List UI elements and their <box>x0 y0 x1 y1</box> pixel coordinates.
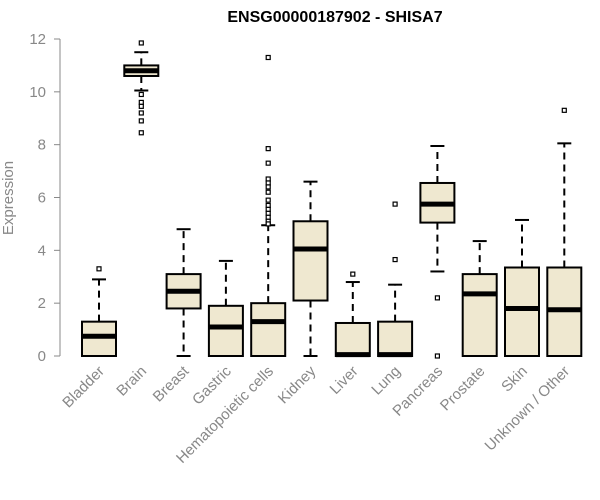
x-tick-label: Skin <box>498 363 531 396</box>
box-group <box>123 40 160 136</box>
x-tick-label: Liver <box>327 363 362 398</box>
box <box>81 320 117 357</box>
outlier-point <box>350 271 356 277</box>
box-group <box>461 240 498 358</box>
outlier-point <box>96 266 102 272</box>
x-tick-label: Breast <box>150 362 193 405</box>
y-axis-label: Expression <box>0 161 17 235</box>
outlier-point <box>138 103 144 109</box>
box <box>292 220 329 302</box>
y-tick-label: 8 <box>38 137 46 154</box>
y-axis: 0 2 4 6 8 10 12 <box>29 31 61 365</box>
x-tick-label: Brain <box>113 363 150 400</box>
box <box>207 304 244 357</box>
y-tick-label: 0 <box>38 348 46 365</box>
y-tick-label: 10 <box>29 84 46 101</box>
chart-title: ENSG00000187902 - SHISA7 <box>227 9 442 26</box>
y-tick-label: 4 <box>38 242 46 259</box>
box <box>334 321 371 357</box>
box-group <box>165 228 202 357</box>
outlier-point <box>434 295 440 301</box>
box-group <box>504 218 540 358</box>
box-group <box>419 144 456 359</box>
box <box>250 302 287 357</box>
outlier-point <box>434 353 440 359</box>
outlier-point <box>392 256 398 263</box>
outlier-point <box>561 107 567 113</box>
outlier-point <box>138 118 144 124</box>
outlier-point <box>265 189 271 195</box>
x-tick-label: Lung <box>368 363 404 399</box>
box-group <box>546 107 583 358</box>
box-group <box>81 266 117 357</box>
box-group <box>207 259 244 357</box>
outlier-point <box>265 221 271 227</box>
outlier-point <box>138 110 144 116</box>
outlier-point <box>265 184 271 190</box>
outlier-point <box>138 40 144 46</box>
box-group <box>292 180 329 357</box>
y-tick-label: 2 <box>38 295 46 312</box>
box-group <box>334 271 371 358</box>
x-tick-label: Prostate <box>437 363 489 415</box>
outlier-point <box>138 91 144 98</box>
outlier-point <box>265 146 271 152</box>
outlier-point <box>265 54 271 61</box>
box <box>377 320 414 357</box>
box-group <box>377 201 414 358</box>
outlier-point <box>265 197 271 203</box>
boxes <box>81 40 583 359</box>
outlier-point <box>392 201 398 207</box>
outlier-point <box>138 130 144 136</box>
y-tick-label: 12 <box>29 31 46 48</box>
x-tick-label: Kidney <box>275 362 320 407</box>
box-group <box>250 54 287 357</box>
x-tick-label: Bladder <box>59 363 108 412</box>
outlier-point <box>265 160 271 166</box>
box <box>504 266 540 358</box>
box <box>461 273 498 358</box>
y-tick-label: 6 <box>38 190 46 207</box>
